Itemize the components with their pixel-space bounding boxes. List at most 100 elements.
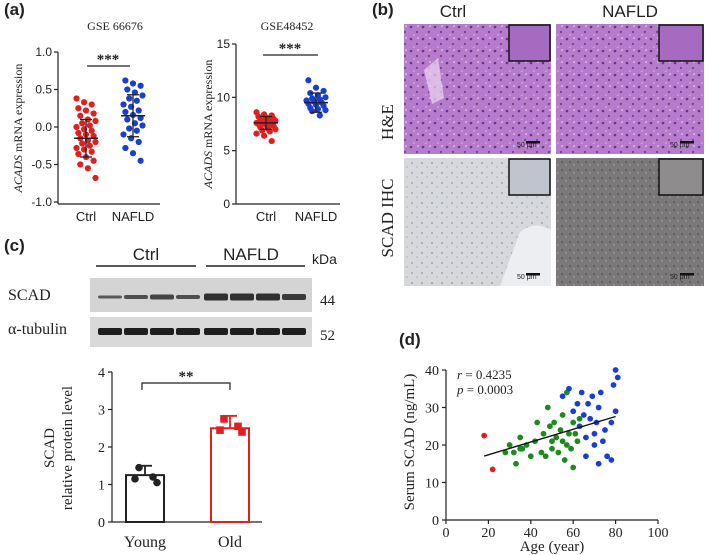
blot-band — [176, 295, 200, 299]
data-point — [604, 453, 611, 460]
y-tick-label: 15 — [217, 37, 231, 51]
y-tick-label: -1.0 — [31, 195, 52, 209]
panel-label-d: (d) — [399, 330, 421, 349]
y-tick-label: 40 — [425, 364, 439, 379]
data-point — [261, 132, 268, 139]
blot-band — [282, 294, 306, 300]
image-he-ctrl: 50 μm — [404, 24, 551, 154]
data-point — [559, 412, 566, 418]
data-point — [149, 473, 157, 481]
data-point — [591, 430, 598, 437]
data-point — [549, 445, 555, 452]
data-point — [92, 138, 99, 146]
scale-bar — [680, 141, 694, 144]
inset-image — [508, 158, 551, 196]
blot-group-ctrl: Ctrl — [133, 245, 159, 264]
y-tick-label: 1.0 — [35, 45, 52, 59]
data-point — [576, 415, 583, 422]
data-point — [92, 174, 99, 182]
y-tick-label: 5 — [223, 144, 230, 158]
data-point — [135, 138, 142, 146]
blot-band — [150, 294, 174, 300]
x-tick-label: NAFLD — [112, 209, 155, 224]
blot-size-tubulin: 52 — [320, 328, 335, 344]
x-tick-label: NAFLD — [295, 209, 338, 224]
y-tick-label: 1 — [98, 479, 105, 494]
significance-stars: *** — [279, 41, 302, 57]
data-point — [139, 122, 146, 129]
chart-title: GSE 66676 — [87, 19, 143, 33]
blot-band — [98, 328, 122, 335]
data-point — [570, 464, 577, 471]
data-point — [481, 432, 488, 439]
data-point — [272, 126, 279, 133]
blot-band — [204, 328, 228, 335]
data-point — [88, 127, 95, 134]
image-ihc-nafld: 50 μm — [556, 158, 704, 286]
data-point — [124, 116, 131, 123]
row-label-he: H&E — [378, 104, 397, 140]
data-point — [131, 475, 139, 483]
data-point — [595, 460, 602, 467]
y-tick-label: 10 — [217, 90, 231, 104]
data-point — [124, 86, 131, 93]
data-point — [220, 415, 228, 423]
column-label-nafld: NAFLD — [602, 2, 658, 21]
column-label-ctrl: Ctrl — [440, 2, 466, 21]
x-tick-label: Ctrl — [256, 209, 276, 224]
y-axis-label: ACADS mRNA expression — [201, 60, 215, 190]
data-point — [88, 148, 95, 155]
data-point — [122, 108, 129, 116]
y-tick-label: 0 — [432, 514, 439, 529]
blot-row-label-tubulin: α-tubulin — [8, 321, 67, 338]
data-point — [553, 434, 560, 441]
data-point — [534, 419, 541, 426]
x-tick-label: 20 — [481, 526, 495, 541]
data-point — [510, 449, 517, 456]
blot-size-scad: 44 — [320, 293, 336, 309]
inset-image — [658, 24, 704, 62]
y-tick-label: 0.0 — [35, 120, 52, 134]
x-tick-label: 80 — [609, 526, 623, 541]
regression-line — [483, 415, 616, 457]
scale-bar — [526, 141, 540, 144]
data-point — [489, 466, 496, 473]
inset-image — [508, 24, 551, 62]
x-tick-label: Young — [124, 534, 166, 551]
y-tick-label: -0.5 — [31, 158, 52, 172]
significance-stars: ** — [179, 369, 194, 385]
blot-band — [256, 328, 280, 335]
y-tick-label: 3 — [98, 404, 105, 419]
data-point — [583, 434, 589, 441]
data-point — [574, 438, 581, 445]
stat-p: p = 0.0003 — [456, 382, 513, 397]
x-tick-label: 100 — [648, 526, 669, 541]
y-tick-label: 10 — [425, 477, 439, 492]
data-point — [608, 457, 615, 463]
blot-band — [98, 295, 122, 299]
significance-bracket — [141, 382, 231, 390]
data-point — [583, 453, 589, 460]
data-point — [120, 101, 127, 108]
data-point — [73, 144, 80, 152]
kda-label: kDa — [312, 251, 337, 267]
blot-band — [230, 293, 254, 301]
data-point — [568, 445, 574, 452]
blot-band — [282, 328, 306, 335]
data-point — [614, 374, 621, 381]
data-point — [234, 422, 242, 431]
x-tick-label: 40 — [524, 526, 538, 541]
data-point — [557, 427, 564, 433]
data-point — [133, 127, 140, 134]
data-point — [137, 157, 144, 164]
data-point — [322, 107, 329, 114]
data-point — [312, 84, 320, 91]
data-point — [542, 453, 549, 460]
data-point — [131, 89, 138, 96]
blot-row-label-scad: SCAD — [8, 287, 51, 304]
data-point — [572, 430, 579, 437]
data-point — [82, 107, 90, 114]
